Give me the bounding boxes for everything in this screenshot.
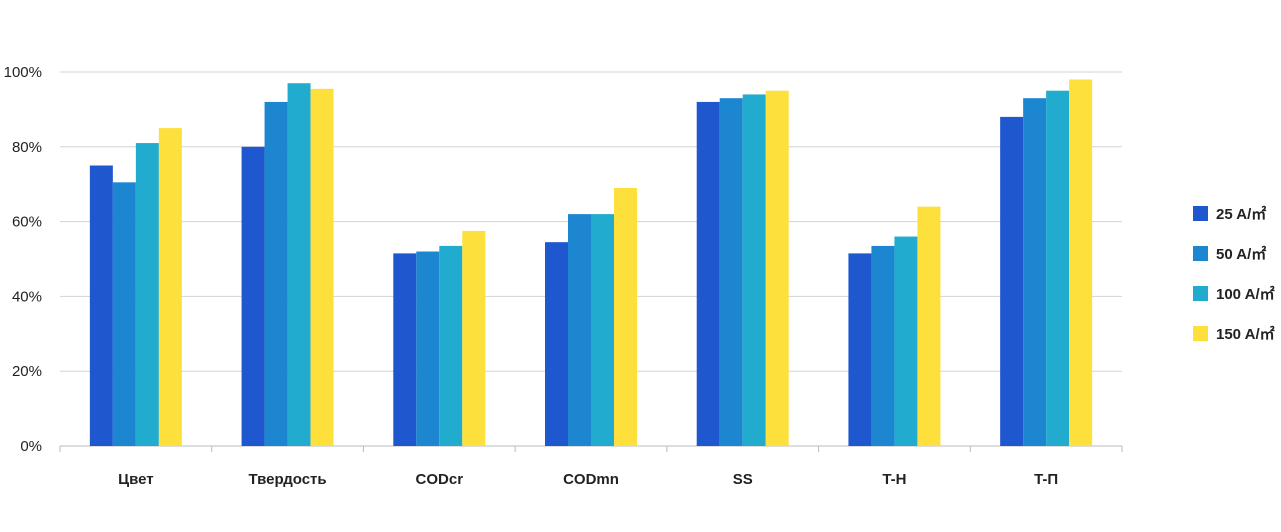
legend-item: 25 A/㎡ (1193, 205, 1266, 223)
bar (545, 242, 568, 446)
bar (241, 146, 265, 447)
bar (614, 187, 637, 446)
bar (264, 101, 288, 447)
y-tick-label: 60% (12, 214, 42, 231)
y-tick-label: 20% (12, 363, 42, 380)
bar (462, 230, 486, 446)
bar (591, 214, 614, 446)
y-tick-label: 40% (12, 288, 42, 305)
category-label: SS (733, 471, 753, 488)
bar (871, 245, 895, 446)
bar (894, 236, 918, 446)
bar (696, 101, 720, 447)
legend-swatch (1193, 206, 1208, 221)
bar (287, 83, 311, 446)
bar (742, 94, 766, 446)
legend-label: 25 A/㎡ (1216, 205, 1266, 223)
legend-swatch (1193, 286, 1208, 301)
bar (568, 214, 591, 446)
legend-item: 100 A/㎡ (1193, 285, 1275, 303)
y-tick-label: 80% (12, 139, 42, 156)
x-axis-category-labels: Цвет Твердость CODcr CODmn SS T-H T-П (118, 471, 1058, 488)
legend-item: 150 A/㎡ (1193, 325, 1275, 343)
legend: 25 A/㎡ 50 A/㎡ 100 A/㎡ 150 A/㎡ (1193, 205, 1275, 343)
legend-swatch (1193, 326, 1208, 341)
bar (1000, 116, 1024, 446)
bar (135, 143, 159, 446)
category-label: Твердость (248, 471, 326, 488)
bar (158, 128, 182, 446)
legend-label: 50 A/㎡ (1216, 245, 1266, 263)
legend-item: 50 A/㎡ (1193, 245, 1266, 263)
bar (89, 165, 113, 446)
bar (393, 253, 417, 446)
legend-label: 150 A/㎡ (1216, 325, 1275, 343)
x-axis (59, 446, 1123, 452)
bar (765, 90, 789, 446)
category-label: T-П (1034, 471, 1058, 488)
category-label: CODcr (416, 471, 464, 488)
legend-swatch (1193, 246, 1208, 261)
legend-label: 100 A/㎡ (1216, 285, 1275, 303)
bar (112, 182, 136, 446)
bar (439, 245, 463, 446)
bar (1069, 79, 1093, 446)
y-tick-label: 0% (20, 438, 42, 455)
bar (1023, 98, 1047, 447)
category-label: CODmn (563, 471, 619, 488)
category-label: T-H (882, 471, 906, 488)
bars (89, 79, 1093, 447)
y-tick-label: 100% (4, 64, 42, 81)
y-axis-tick-labels: 0% 20% 40% 60% 80% 100% (4, 64, 42, 455)
bar (719, 98, 743, 447)
bar (1046, 90, 1070, 446)
category-label: Цвет (118, 471, 153, 488)
bar (310, 88, 334, 446)
bar (848, 253, 872, 446)
bar (416, 251, 440, 446)
bar (917, 206, 941, 446)
